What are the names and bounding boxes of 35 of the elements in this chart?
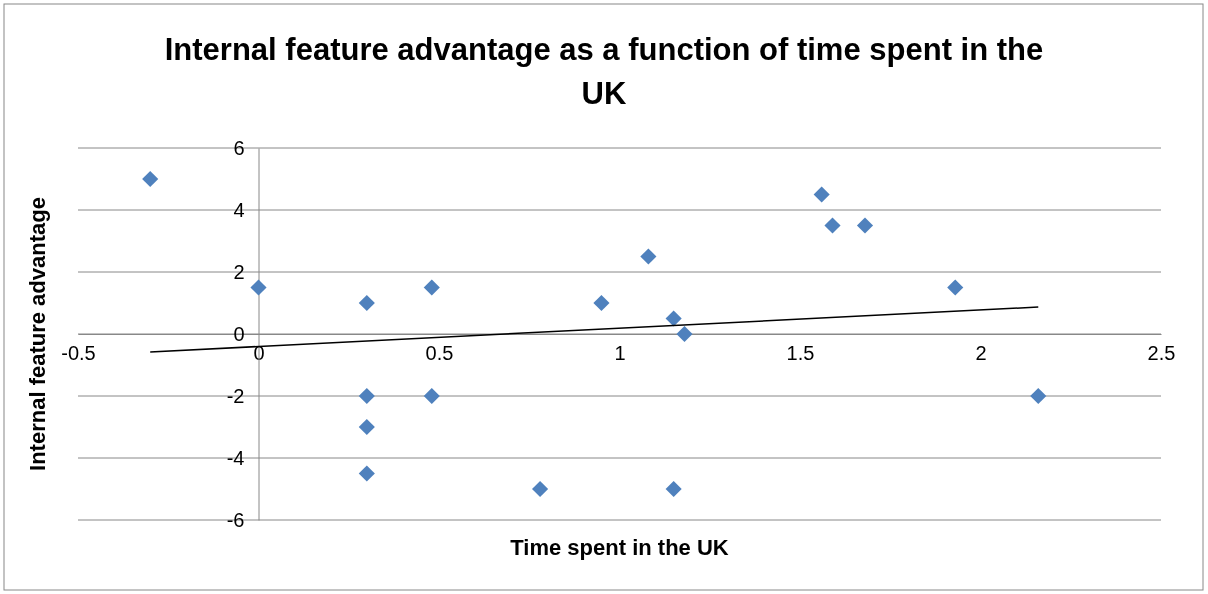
- point: [665, 310, 682, 327]
- point: [947, 279, 964, 296]
- point: [423, 387, 440, 405]
- point: [423, 279, 440, 296]
- point: [1030, 387, 1047, 405]
- x-tick-label: 2: [975, 342, 987, 365]
- point: [813, 186, 830, 203]
- point: [824, 217, 841, 234]
- x-tick-label: 2.5: [1147, 342, 1176, 365]
- x-axis-title: Time spent in the UK: [510, 535, 729, 560]
- point: [665, 480, 682, 498]
- x-tick-label: 1: [614, 342, 626, 365]
- point: [676, 325, 693, 343]
- point: [358, 294, 375, 312]
- point: [593, 294, 610, 312]
- y-tick-label: 6: [233, 136, 245, 159]
- point: [250, 279, 267, 296]
- chart-title: Internal feature advantage as a function of time spent in the UK: [164, 32, 1044, 111]
- y-tick-label: -6: [226, 508, 245, 531]
- y-tick-label: 2: [233, 260, 245, 283]
- x-tick-label: 1.5: [786, 342, 815, 365]
- point: [856, 217, 874, 234]
- point: [532, 480, 549, 498]
- y-axis-title: Internal feature advantage: [25, 197, 50, 471]
- point: [358, 465, 375, 482]
- x-tick-label: -0.5: [61, 342, 96, 365]
- y-tick-label: 0: [233, 322, 245, 345]
- point: [640, 248, 657, 265]
- y-tick-label: 4: [233, 198, 245, 221]
- y-tick-label: -4: [226, 446, 245, 469]
- y-tick-label: -2: [226, 384, 245, 407]
- point: [142, 170, 159, 188]
- point: [358, 418, 375, 436]
- x-tick-label: 0.5: [425, 342, 454, 365]
- point: [358, 387, 375, 405]
